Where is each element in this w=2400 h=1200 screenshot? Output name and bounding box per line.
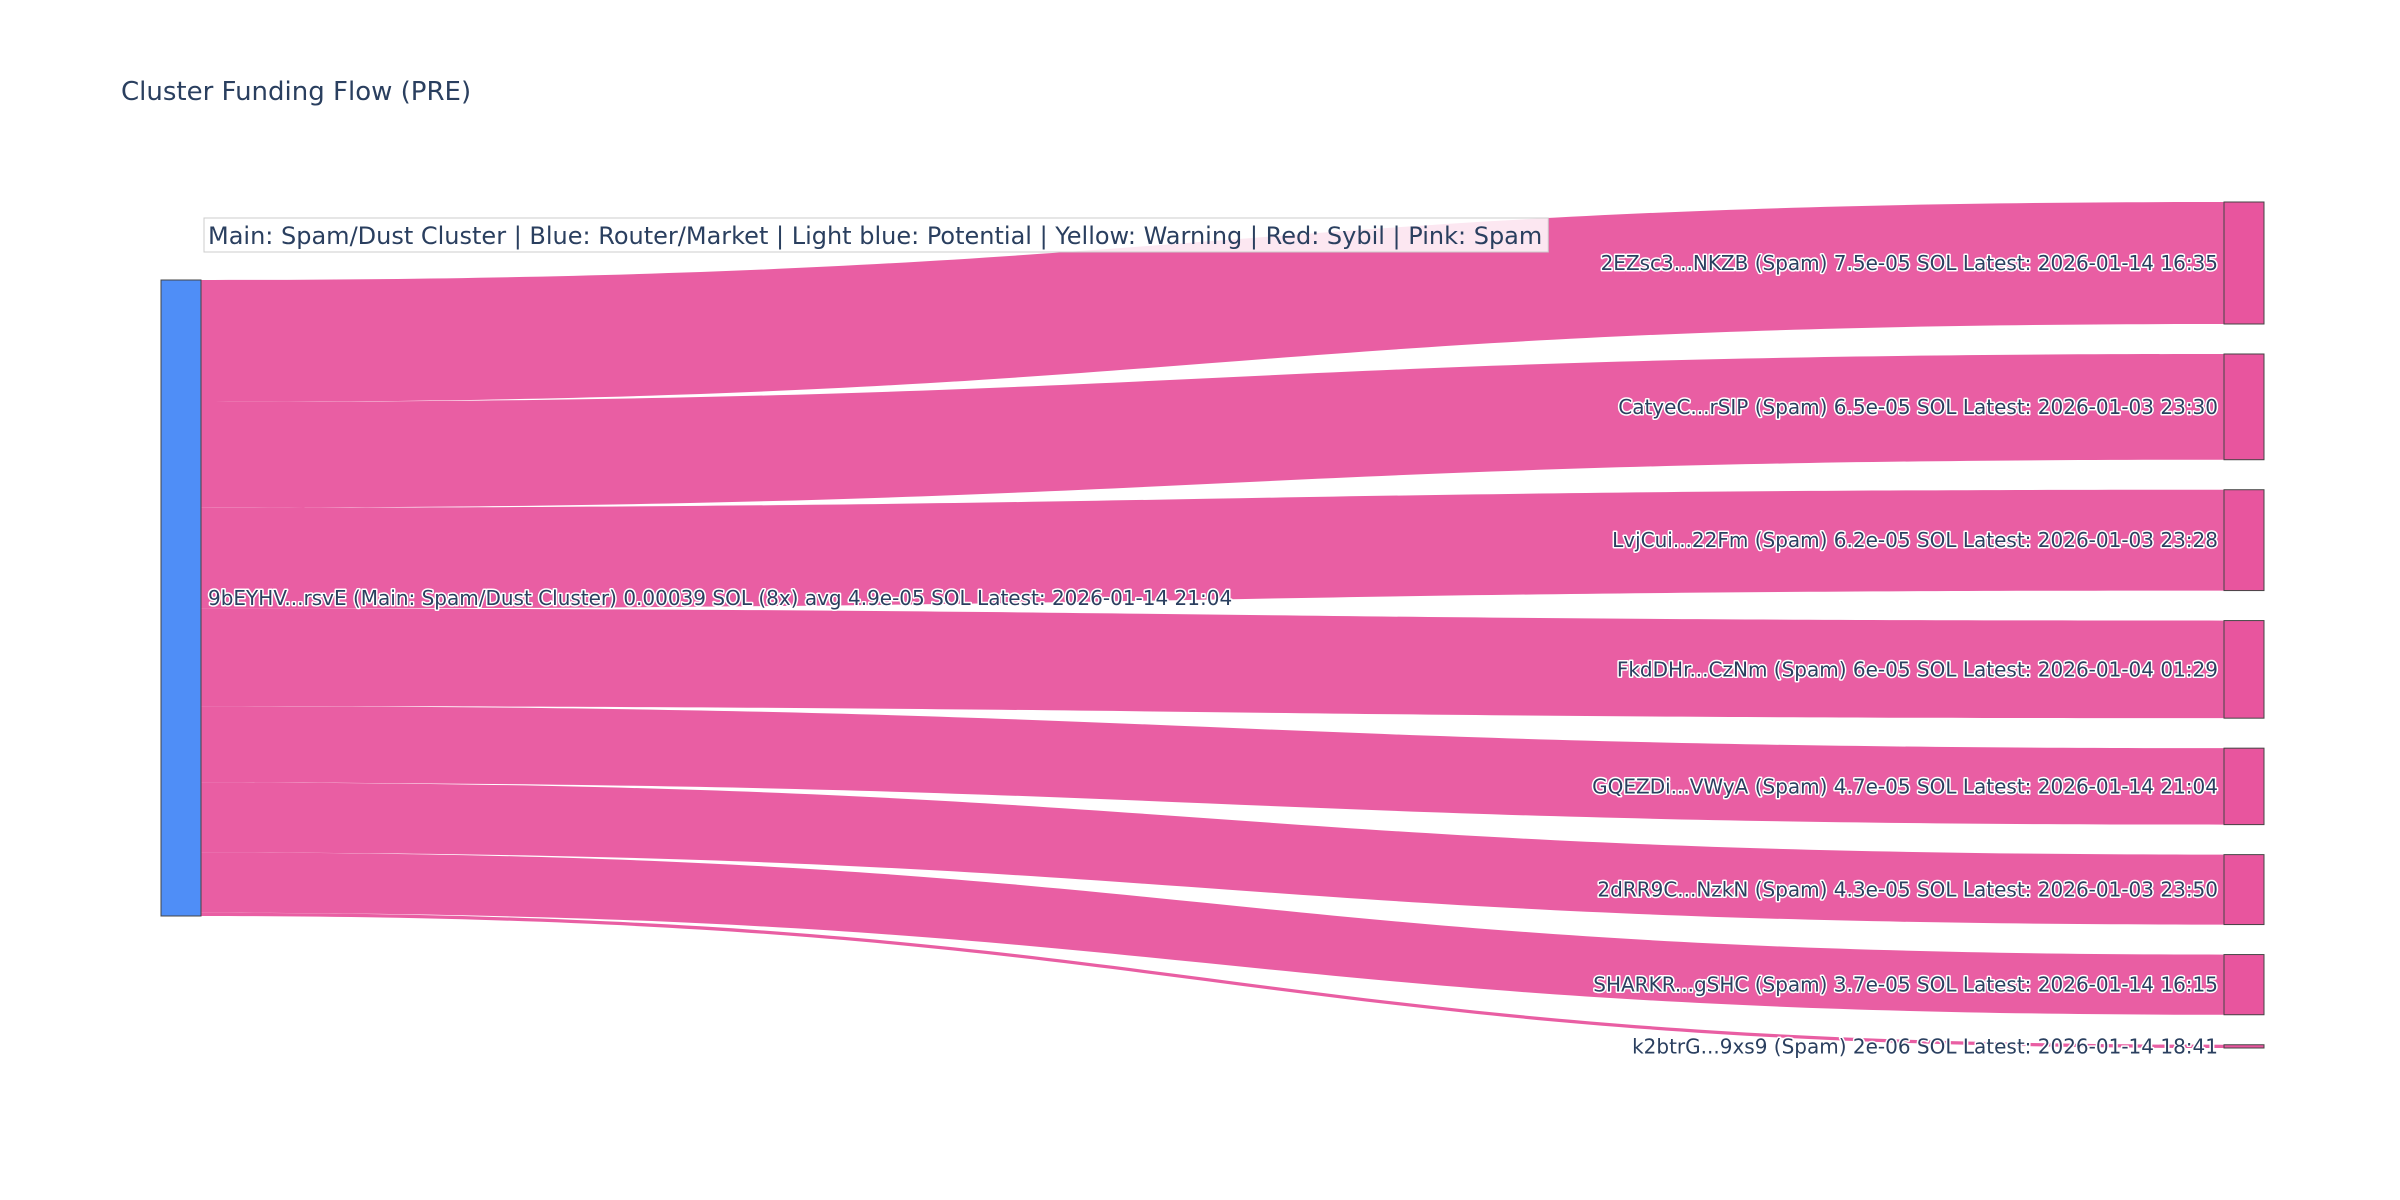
- target-node: [2223, 954, 2265, 1016]
- target-node: [2223, 353, 2265, 461]
- flow-link: [201, 489, 2224, 609]
- flow-link: [201, 706, 2224, 825]
- flow-link: [201, 353, 2224, 508]
- target-node-label: GQEZDi...VWyA (Spam) 4.7e-05 SOL Latest:…: [1592, 774, 2218, 798]
- target-node: [2223, 620, 2265, 719]
- target-node: [2223, 489, 2265, 592]
- flow-link: [201, 852, 2224, 1015]
- target-node-label: CatyeC...rSIP (Spam) 6.5e-05 SOL Latest:…: [1618, 395, 2218, 419]
- target-node-label: SHARKR...gSHC (Spam) 3.7e-05 SOL Latest:…: [1593, 973, 2218, 997]
- link-group: [201, 202, 2224, 1048]
- target-node: [2223, 1044, 2265, 1049]
- target-node-label: k2btrG...9xs9 (Spam) 2e-06 SOL Latest: 2…: [1632, 1034, 2218, 1058]
- target-node-label: FkdDHr...CzNm (Spam) 6e-05 SOL Latest: 2…: [1617, 657, 2218, 681]
- flow-link: [201, 782, 2224, 925]
- source-node-label: 9bEYHV...rsvE (Main: Spam/Dust Cluster) …: [208, 586, 1232, 610]
- legend-annotation: Main: Spam/Dust Cluster | Blue: Router/M…: [203, 217, 1549, 253]
- target-node: [2223, 747, 2265, 826]
- legend-text: Main: Spam/Dust Cluster | Blue: Router/M…: [208, 222, 1542, 250]
- flow-link: [201, 608, 2224, 719]
- chart-title: Cluster Funding Flow (PRE): [121, 77, 471, 107]
- node-group: [160, 201, 2265, 1049]
- target-node-label: 2EZsc3...NKZB (Spam) 7.5e-05 SOL Latest:…: [1601, 251, 2218, 275]
- target-node: [2223, 854, 2265, 926]
- source-node: [160, 279, 202, 917]
- target-node-label: LvjCui...22Fm (Spam) 6.2e-05 SOL Latest:…: [1612, 528, 2218, 552]
- target-node-label: 2dRR9C...NzkN (Spam) 4.3e-05 SOL Latest:…: [1597, 878, 2218, 902]
- label-group: 2EZsc3...NKZB (Spam) 7.5e-05 SOL Latest:…: [207, 249, 2220, 1059]
- flow-link: [201, 202, 2224, 402]
- flow-link: [201, 912, 2224, 1048]
- legend-box: [203, 217, 1549, 253]
- target-node: [2223, 201, 2265, 325]
